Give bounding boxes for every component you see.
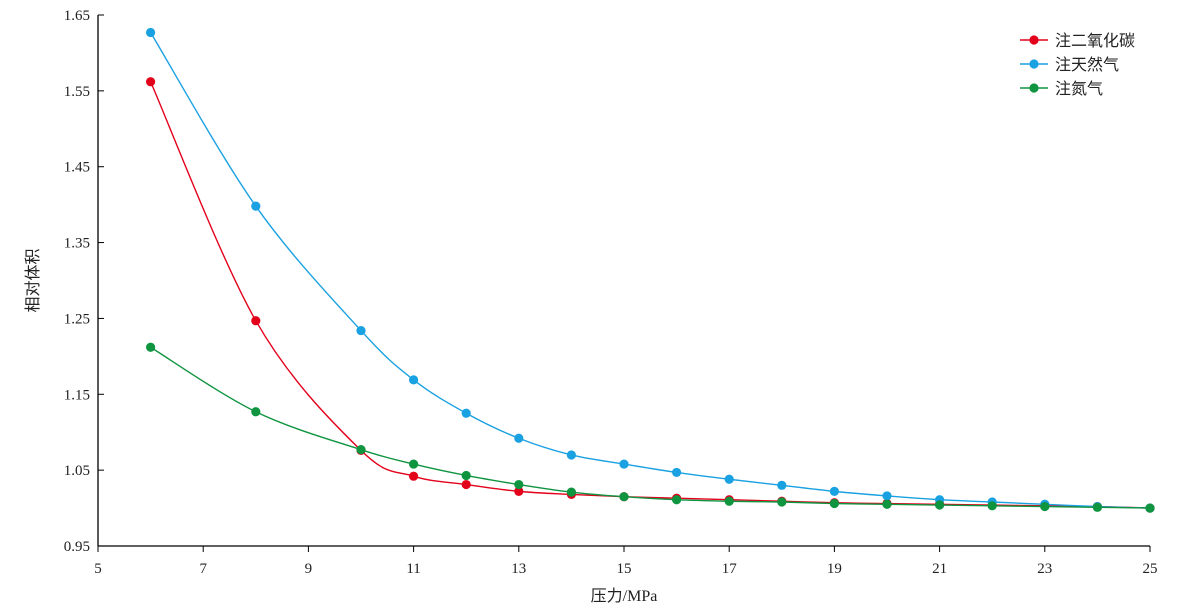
y-tick-label: 1.05 — [64, 463, 90, 479]
y-tick-label: 1.45 — [64, 160, 90, 176]
x-tick-label: 9 — [305, 561, 313, 577]
legend-label: 注二氧化碳 — [1055, 32, 1135, 50]
data-point — [409, 471, 419, 481]
data-point — [882, 491, 892, 501]
data-point — [514, 486, 524, 496]
data-point — [1040, 501, 1050, 512]
data-point — [356, 325, 366, 336]
data-point — [514, 433, 524, 443]
x-tick-label: 7 — [199, 561, 207, 577]
series-line — [150, 32, 1151, 509]
legend-item: 注二氧化碳 — [1020, 32, 1135, 50]
x-tick-label: 19 — [827, 561, 842, 577]
data-point — [461, 408, 471, 418]
legend-label: 注氮气 — [1055, 80, 1103, 98]
data-point — [829, 486, 840, 496]
y-tick-label: 1.35 — [64, 236, 90, 252]
data-point — [146, 77, 156, 87]
x-axis-title: 压力/MPa — [591, 587, 658, 605]
y-tick-label: 1.65 — [64, 8, 90, 24]
data-point — [146, 27, 156, 38]
data-point — [566, 450, 577, 460]
data-point — [146, 342, 156, 352]
legend-swatch-marker — [1029, 35, 1039, 45]
axes: 0.95 1.05 1.15 1.25 1.35 1.45 1.55 1.65 5 7 9 11 13 1… — [64, 8, 1158, 577]
legend-item: 注天然气 — [1020, 56, 1119, 74]
data-point — [461, 479, 471, 490]
series-0 — [146, 77, 1155, 513]
x-tick-label: 11 — [406, 561, 420, 577]
series-line — [150, 346, 1151, 509]
data-point — [987, 501, 997, 511]
y-tick-label: 0.95 — [64, 539, 90, 555]
data-point — [251, 407, 261, 417]
series-layer — [146, 27, 1155, 513]
data-point — [619, 459, 629, 469]
data-point — [409, 459, 419, 469]
data-point — [514, 479, 524, 490]
data-point — [829, 498, 840, 509]
x-tick-label: 21 — [932, 561, 947, 577]
x-tick-label: 13 — [511, 561, 526, 577]
data-point — [882, 499, 892, 509]
x-tick-label: 5 — [94, 561, 102, 577]
data-point — [409, 375, 419, 385]
data-point — [251, 316, 261, 326]
data-point — [724, 474, 734, 484]
x-tick-label: 15 — [617, 561, 632, 577]
data-point — [251, 201, 261, 211]
data-point — [1092, 502, 1102, 512]
x-tick-label: 17 — [722, 561, 738, 577]
legend-label: 注天然气 — [1055, 56, 1119, 74]
data-point — [619, 492, 629, 502]
data-point — [672, 495, 682, 505]
legend-swatch-marker — [1029, 59, 1039, 69]
data-point — [724, 496, 734, 506]
legend-item: 注氮气 — [1020, 80, 1103, 98]
series-line — [149, 81, 1151, 509]
data-point — [566, 487, 577, 497]
y-axis-title: 相对体积 — [24, 248, 42, 312]
data-point — [356, 445, 366, 455]
y-tick-label: 1.25 — [64, 311, 90, 327]
data-point — [672, 467, 682, 478]
series-2 — [146, 342, 1155, 513]
x-tick-label: 25 — [1143, 561, 1158, 577]
series-1 — [146, 27, 1155, 513]
legend-swatch-marker — [1029, 83, 1039, 93]
y-tick-label: 1.15 — [64, 387, 90, 403]
data-point — [935, 500, 945, 510]
data-point — [461, 470, 471, 481]
data-point — [1145, 503, 1155, 513]
data-point — [777, 497, 787, 507]
data-point — [777, 480, 787, 490]
x-tick-label: 23 — [1037, 561, 1052, 577]
y-tick-label: 1.55 — [64, 84, 90, 100]
